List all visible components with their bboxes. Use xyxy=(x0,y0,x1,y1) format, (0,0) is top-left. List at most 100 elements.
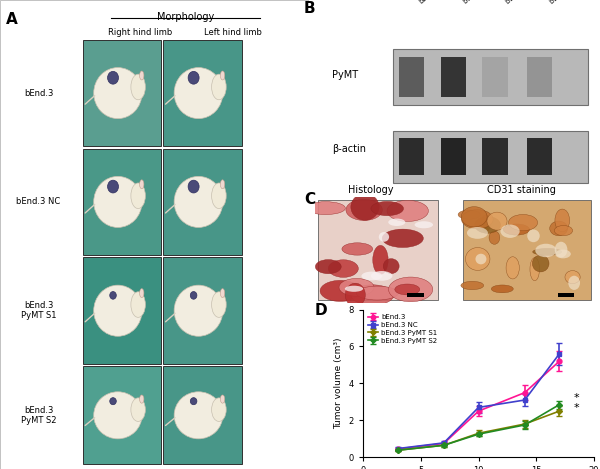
Text: *: * xyxy=(573,403,579,413)
Ellipse shape xyxy=(387,200,428,221)
Ellipse shape xyxy=(174,176,223,227)
Ellipse shape xyxy=(220,71,225,80)
FancyBboxPatch shape xyxy=(482,57,508,98)
Point xyxy=(256,15,263,21)
Ellipse shape xyxy=(140,288,144,297)
Text: bEnd.3 NC: bEnd.3 NC xyxy=(17,197,61,206)
Ellipse shape xyxy=(361,272,382,280)
Line: 2 pts: 2 pts xyxy=(85,313,95,322)
FancyBboxPatch shape xyxy=(482,138,508,175)
Point xyxy=(82,319,89,325)
Ellipse shape xyxy=(107,71,118,84)
Ellipse shape xyxy=(320,280,361,302)
Ellipse shape xyxy=(371,271,392,281)
Point xyxy=(162,210,169,216)
Ellipse shape xyxy=(94,68,142,119)
Ellipse shape xyxy=(351,285,394,305)
Ellipse shape xyxy=(190,398,197,405)
Ellipse shape xyxy=(506,257,520,279)
Ellipse shape xyxy=(345,286,363,292)
Point xyxy=(82,101,89,107)
Text: β-actin: β-actin xyxy=(332,144,366,154)
Ellipse shape xyxy=(188,71,199,84)
Ellipse shape xyxy=(530,257,539,280)
Ellipse shape xyxy=(306,202,346,215)
Line: 2 pts: 2 pts xyxy=(85,96,95,104)
FancyBboxPatch shape xyxy=(393,131,589,182)
Ellipse shape xyxy=(568,276,580,290)
Ellipse shape xyxy=(107,180,118,193)
Ellipse shape xyxy=(188,180,199,193)
Point xyxy=(172,202,179,207)
FancyBboxPatch shape xyxy=(393,49,589,105)
Text: CD31 staining: CD31 staining xyxy=(487,185,556,195)
Ellipse shape xyxy=(94,176,142,227)
Ellipse shape xyxy=(220,180,225,189)
Ellipse shape xyxy=(346,199,382,220)
Ellipse shape xyxy=(94,285,142,336)
FancyBboxPatch shape xyxy=(407,293,424,297)
Ellipse shape xyxy=(342,243,373,255)
Line: 2 pts: 2 pts xyxy=(166,418,175,425)
Ellipse shape xyxy=(110,292,116,299)
Line: 2 pts: 2 pts xyxy=(85,418,95,425)
Ellipse shape xyxy=(467,227,488,239)
Text: Morphology: Morphology xyxy=(157,12,214,22)
Ellipse shape xyxy=(532,255,549,272)
FancyBboxPatch shape xyxy=(318,200,438,301)
Ellipse shape xyxy=(328,260,358,277)
Text: C: C xyxy=(304,192,315,207)
Text: *: * xyxy=(573,393,579,403)
Ellipse shape xyxy=(373,245,388,274)
Ellipse shape xyxy=(140,71,144,80)
Ellipse shape xyxy=(461,281,484,290)
Line: 2 pts: 2 pts xyxy=(166,96,175,104)
Ellipse shape xyxy=(174,285,223,336)
Text: bEnd.3: bEnd.3 xyxy=(418,0,439,5)
Ellipse shape xyxy=(339,279,374,296)
FancyBboxPatch shape xyxy=(83,257,161,364)
FancyBboxPatch shape xyxy=(163,149,242,255)
FancyBboxPatch shape xyxy=(558,293,574,297)
FancyBboxPatch shape xyxy=(83,40,161,146)
Ellipse shape xyxy=(533,249,562,255)
Text: bEnd.3 PyMT S1: bEnd.3 PyMT S1 xyxy=(505,0,548,5)
Point xyxy=(172,415,179,421)
Ellipse shape xyxy=(212,292,226,318)
Ellipse shape xyxy=(220,395,225,403)
Text: A: A xyxy=(6,12,18,27)
Ellipse shape xyxy=(212,398,226,422)
FancyBboxPatch shape xyxy=(83,366,161,464)
Ellipse shape xyxy=(131,398,145,422)
Ellipse shape xyxy=(458,210,481,219)
Ellipse shape xyxy=(555,242,568,257)
Ellipse shape xyxy=(508,214,538,231)
Ellipse shape xyxy=(190,292,197,299)
Text: D: D xyxy=(315,303,328,318)
Ellipse shape xyxy=(503,224,530,235)
Point xyxy=(162,319,169,325)
Ellipse shape xyxy=(389,277,433,302)
Ellipse shape xyxy=(316,259,341,274)
Point xyxy=(91,93,98,98)
Point xyxy=(162,423,169,428)
Text: Left hind limb: Left hind limb xyxy=(205,28,262,37)
FancyBboxPatch shape xyxy=(463,200,591,301)
Ellipse shape xyxy=(220,288,225,297)
Point xyxy=(82,423,89,428)
Ellipse shape xyxy=(382,229,424,248)
FancyBboxPatch shape xyxy=(1,0,308,469)
Ellipse shape xyxy=(94,392,142,439)
FancyBboxPatch shape xyxy=(163,366,242,464)
FancyBboxPatch shape xyxy=(440,57,466,98)
Line: 2 pts: 2 pts xyxy=(166,204,175,213)
Text: PyMT: PyMT xyxy=(332,70,358,80)
Point xyxy=(91,310,98,316)
Ellipse shape xyxy=(351,194,379,220)
Ellipse shape xyxy=(555,209,569,232)
Point xyxy=(82,210,89,216)
Point xyxy=(107,15,115,21)
Ellipse shape xyxy=(500,225,520,238)
FancyBboxPatch shape xyxy=(398,57,424,98)
Ellipse shape xyxy=(475,254,487,265)
